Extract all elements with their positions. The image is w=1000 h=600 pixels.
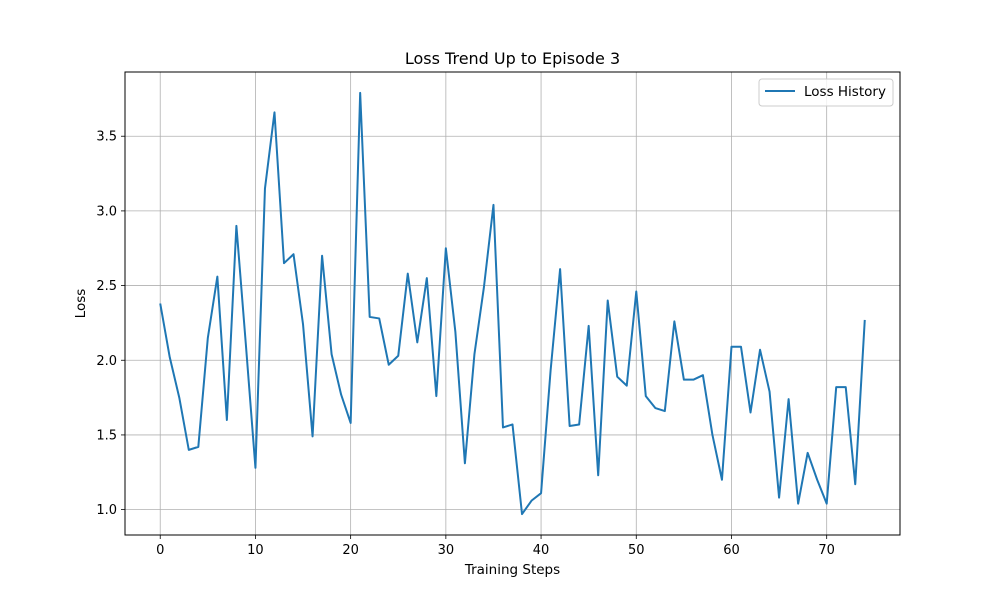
x-tick-label: 50: [628, 543, 645, 558]
y-tick-label: 3.0: [96, 204, 117, 219]
series-line-0: [159, 91, 866, 516]
y-axis-label: Loss: [73, 289, 89, 319]
y-tick-label: 2.0: [96, 354, 117, 369]
x-axis: 0 10 20 30 40 50 60 70: [156, 535, 835, 558]
x-tick-label: 20: [342, 543, 359, 558]
legend-label-loss-history: Loss History: [804, 84, 886, 100]
x-tick-label: 70: [818, 543, 835, 558]
plot-frame: [124, 71, 901, 536]
y-axis: 1.0 1.5 2.0 2.5 3.0 3.5: [96, 130, 125, 518]
chart-title: Loss Trend Up to Episode 3: [405, 49, 620, 68]
x-tick-label: 10: [247, 543, 264, 558]
grid-lines: [125, 72, 900, 535]
legend: Loss History: [758, 78, 894, 107]
legend-box: [758, 78, 894, 107]
y-tick-label: 1.0: [96, 503, 117, 518]
y-tick-label: 2.5: [96, 279, 117, 294]
y-tick-label: 1.5: [96, 428, 117, 443]
x-tick-label: 30: [438, 543, 455, 558]
x-tick-label: 60: [723, 543, 740, 558]
x-tick-label: 0: [156, 543, 164, 558]
y-tick-label: 3.5: [96, 130, 117, 145]
x-tick-label: 40: [533, 543, 550, 558]
x-axis-label: Training Steps: [464, 562, 560, 578]
series-layer: [159, 91, 866, 516]
